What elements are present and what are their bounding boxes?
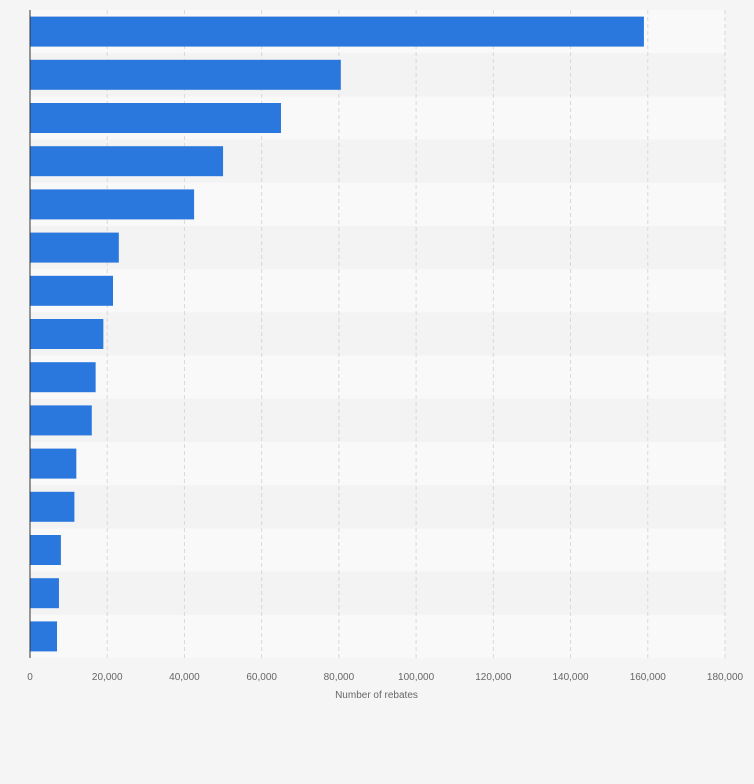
row-band [30, 442, 725, 486]
bar [30, 16, 644, 47]
x-tick-label: 80,000 [324, 672, 355, 683]
bars [30, 16, 644, 652]
x-tick-label: 40,000 [169, 672, 200, 683]
bar [30, 319, 104, 349]
bar [30, 275, 114, 306]
row-band [30, 226, 725, 270]
x-axis-label: Number of rebates [335, 690, 418, 701]
x-tick-label: 140,000 [552, 672, 589, 683]
bar [30, 59, 341, 90]
x-tick-label: 180,000 [707, 672, 744, 683]
row-band [30, 269, 725, 313]
bar [30, 535, 61, 565]
x-tick-label: 100,000 [398, 672, 435, 683]
bar [30, 621, 58, 652]
bar [30, 448, 77, 479]
row-band [30, 355, 725, 399]
x-tick-label: 0 [27, 672, 33, 683]
row-band [30, 485, 725, 529]
row-band [30, 398, 725, 442]
x-tick-label: 20,000 [92, 672, 123, 683]
x-tick-label: 60,000 [246, 672, 277, 683]
x-tick-label: 160,000 [630, 672, 667, 683]
bar [30, 405, 92, 436]
bar [30, 189, 195, 220]
bar [30, 578, 59, 609]
row-band [30, 528, 725, 572]
row-band [30, 312, 725, 356]
bar [30, 232, 119, 263]
bar [30, 362, 96, 393]
bar [30, 491, 75, 522]
row-band [30, 614, 725, 658]
row-band [30, 571, 725, 615]
bar [30, 103, 281, 133]
x-tick-labels: 0 20,000 40,000 60,000 80,000 100,000 120,000 1… [27, 672, 743, 683]
x-tick-label: 120,000 [475, 672, 512, 683]
bar [30, 146, 224, 177]
